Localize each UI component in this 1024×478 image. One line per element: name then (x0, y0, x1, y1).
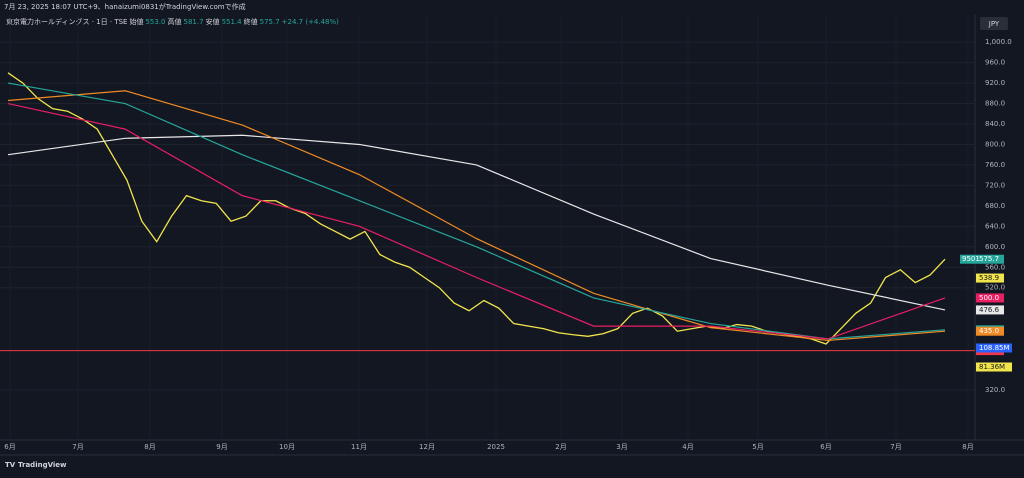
price-label-box (976, 326, 1004, 336)
y-tick-label: 920.0 (985, 79, 1005, 87)
x-tick-label: 11月 (351, 443, 367, 451)
symbol-tag-box (960, 254, 976, 264)
volume-label-box (976, 362, 1012, 372)
x-tick-label: 5月 (752, 443, 763, 451)
x-tick-label: 4月 (682, 443, 693, 451)
price-label: 435.0 (979, 327, 999, 335)
legend-item: 581.7 (184, 18, 204, 26)
legend-item: 553.0 (145, 18, 165, 26)
x-tick-label: 3月 (616, 443, 627, 451)
volume-label: 108.85M (979, 344, 1010, 352)
moving-average (7, 90, 946, 342)
y-tick-label: 640.0 (985, 222, 1005, 230)
symbol-tag: 9501 (962, 255, 980, 263)
y-tick-label: 600.0 (985, 243, 1005, 251)
currency-button[interactable] (980, 17, 1008, 30)
y-tick-label: 320.0 (985, 386, 1005, 394)
currency[interactable]: JPY (988, 20, 1000, 28)
legend-item: 東京電力ホールディングス · 1日 · TSE (6, 17, 127, 26)
volume-label: 81.36M (979, 363, 1005, 371)
x-tick-label: 7月 (890, 443, 901, 451)
x-tick-label: 6月 (820, 443, 831, 451)
x-tick-label: 7月 (72, 443, 83, 451)
x-tick-label: 8月 (144, 443, 155, 451)
y-tick-label: 960.0 (985, 59, 1005, 67)
y-tick-label: 880.0 (985, 100, 1005, 108)
legend-item: +24.7 (+4.48%) (282, 18, 340, 26)
logo: TV (5, 461, 16, 469)
price-label-box (976, 273, 1004, 283)
x-tick-label: 6月 (4, 443, 15, 451)
y-tick-label: 760.0 (985, 161, 1005, 169)
price-label: 500.0 (979, 294, 999, 302)
caption: 7月 23, 2025 18:07 UTC+9、hanaizumi0831がTr… (4, 2, 246, 11)
legend-item: 高値 (168, 17, 182, 26)
moving-average (7, 102, 946, 340)
price-label: 538.9 (979, 274, 999, 282)
y-tick-label: 840.0 (985, 120, 1005, 128)
y-tick-label: 1,000.0 (985, 38, 1012, 46)
legend-item: 終値 (244, 17, 258, 26)
y-tick-label: 560.0 (985, 263, 1005, 271)
x-tick-label: 8月 (962, 443, 973, 451)
moving-average (7, 82, 946, 340)
price-label-box (976, 293, 1004, 303)
brand: TradingView (18, 461, 67, 469)
x-tick-label: 9月 (216, 443, 227, 451)
legend-item: 始値 (129, 17, 143, 26)
legend: 東京電力ホールディングス · 1日 · TSE 始値 553.0 高値 581.7 安値 5… (6, 17, 339, 26)
y-tick-label: 680.0 (985, 202, 1005, 210)
x-tick-label: 10月 (279, 443, 295, 451)
legend-item: 安値 (206, 17, 220, 26)
x-tick-label: 12月 (419, 443, 435, 451)
y-tick-label: 800.0 (985, 140, 1005, 148)
moving-average (7, 134, 946, 311)
price-label: 575.7 (979, 255, 999, 263)
x-tick-label: 2025 (487, 443, 505, 451)
volume-label-box (976, 343, 1012, 353)
price-label-box (976, 305, 1004, 315)
legend-item: 551.4 (222, 18, 243, 26)
legend-item: 575.7 (260, 18, 280, 26)
price-label: 476.6 (979, 306, 1000, 314)
price-label-box (976, 254, 1004, 264)
y-tick-label: 720.0 (985, 181, 1005, 189)
x-tick-label: 2月 (555, 443, 566, 451)
y-tick-label: 520.0 (985, 284, 1005, 292)
